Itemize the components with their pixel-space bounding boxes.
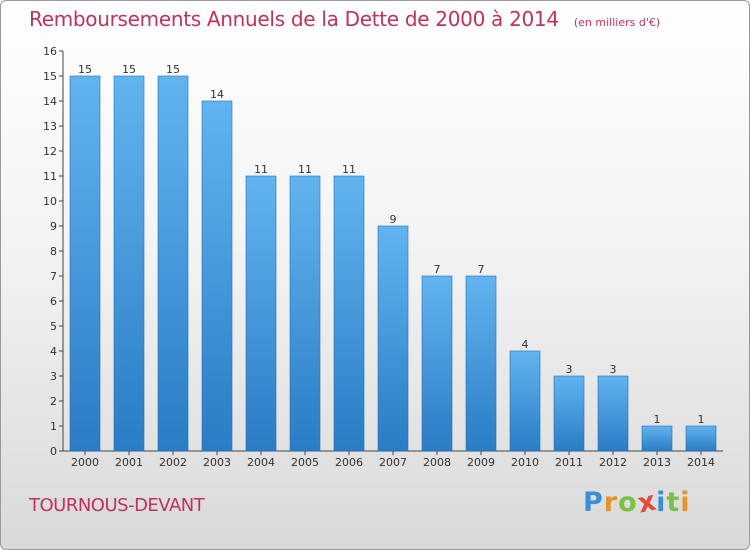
logo-letter: i: [656, 487, 667, 518]
y-tick-label: 10: [43, 195, 57, 208]
bar-2000: [69, 75, 101, 452]
x-tick-label-2010: 2010: [511, 456, 539, 469]
value-label-2007: 9: [390, 213, 397, 226]
proxiti-logo: Proxiti: [583, 485, 691, 519]
y-tick-label: 13: [43, 120, 57, 133]
y-tick-label: 16: [43, 45, 57, 58]
commune-name: TOURNOUS-DEVANT: [29, 495, 205, 516]
bar-2001: [113, 75, 145, 452]
bar-2009: [465, 275, 497, 452]
x-tick-label-2005: 2005: [291, 456, 319, 469]
chart-subtitle: (en milliers d'€): [573, 16, 661, 29]
chart-labels: 1520001520011520021420031120041120051120…: [71, 63, 715, 469]
x-tick-label-2011: 2011: [555, 456, 583, 469]
y-tick-label: 7: [50, 270, 57, 283]
value-label-2001: 15: [122, 63, 136, 76]
title-block: Remboursements Annuels de la Dette de 20…: [29, 7, 660, 31]
x-tick-label-2001: 2001: [115, 456, 143, 469]
value-label-2005: 11: [298, 163, 312, 176]
x-tick-label-2004: 2004: [247, 456, 275, 469]
x-tick-label-2002: 2002: [159, 456, 187, 469]
chart-bars: [69, 75, 717, 452]
value-label-2010: 4: [522, 338, 529, 351]
value-label-2008: 7: [434, 263, 441, 276]
logo-letter: t: [666, 487, 681, 518]
value-label-2014: 1: [698, 413, 705, 426]
x-tick-label-2003: 2003: [203, 456, 231, 469]
y-tick-label: 12: [43, 145, 57, 158]
bar-2003: [201, 100, 233, 452]
value-label-2009: 7: [478, 263, 485, 276]
bar-2013: [641, 425, 673, 452]
value-label-2013: 1: [654, 413, 661, 426]
bar-2007: [377, 225, 409, 452]
bar-2011: [553, 375, 585, 452]
logo-letter: P: [583, 487, 604, 518]
bar-2012: [597, 375, 629, 452]
logo-letter: o: [618, 487, 638, 518]
chart-title: Remboursements Annuels de la Dette de 20…: [29, 7, 559, 31]
y-tick-label: 15: [43, 70, 57, 83]
value-label-2000: 15: [78, 63, 92, 76]
bar-2005: [289, 175, 321, 452]
y-tick-label: 8: [50, 245, 57, 258]
bar-2004: [245, 175, 277, 452]
x-tick-label-2014: 2014: [687, 456, 715, 469]
value-label-2002: 15: [166, 63, 180, 76]
x-tick-label-2007: 2007: [379, 456, 407, 469]
value-label-2003: 14: [210, 88, 224, 101]
y-tick-label: 5: [50, 320, 57, 333]
bar-2014: [685, 425, 717, 452]
bar-2006: [333, 175, 365, 452]
value-label-2011: 3: [566, 363, 573, 376]
x-tick-label-2012: 2012: [599, 456, 627, 469]
bar-2002: [157, 75, 189, 452]
logo-letter: i: [680, 487, 691, 518]
y-tick-label: 3: [50, 370, 57, 383]
y-tick-label: 1: [50, 420, 57, 433]
x-tick-label-2009: 2009: [467, 456, 495, 469]
y-tick-label: 6: [50, 295, 57, 308]
y-tick-label: 9: [50, 220, 57, 233]
value-label-2006: 11: [342, 163, 356, 176]
bar-2010: [509, 350, 541, 452]
y-tick-label: 14: [43, 95, 57, 108]
x-tick-label-2000: 2000: [71, 456, 99, 469]
x-tick-label-2013: 2013: [643, 456, 671, 469]
y-tick-label: 4: [50, 345, 57, 358]
y-tick-label: 0: [50, 445, 57, 458]
x-tick-label-2008: 2008: [423, 456, 451, 469]
y-tick-label: 2: [50, 395, 57, 408]
value-label-2004: 11: [254, 163, 268, 176]
y-tick-label: 11: [43, 170, 57, 183]
logo-letter: r: [603, 487, 619, 518]
bar-2008: [421, 275, 453, 452]
value-label-2012: 3: [610, 363, 617, 376]
x-tick-label-2006: 2006: [335, 456, 363, 469]
